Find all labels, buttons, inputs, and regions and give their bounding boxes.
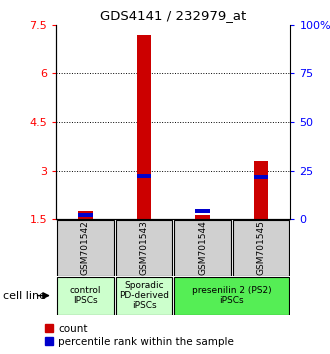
FancyBboxPatch shape: [175, 220, 231, 275]
Bar: [137, 174, 151, 178]
Text: GSM701544: GSM701544: [198, 221, 207, 275]
FancyBboxPatch shape: [175, 276, 289, 315]
Bar: [78, 211, 93, 219]
FancyBboxPatch shape: [116, 220, 172, 275]
FancyBboxPatch shape: [57, 276, 114, 315]
Text: GSM701542: GSM701542: [81, 221, 90, 275]
Text: cell line: cell line: [3, 291, 46, 301]
Text: GSM701543: GSM701543: [140, 220, 148, 275]
FancyBboxPatch shape: [116, 276, 172, 315]
Text: Sporadic
PD-derived
iPSCs: Sporadic PD-derived iPSCs: [119, 281, 169, 310]
Bar: [195, 210, 210, 213]
Bar: [137, 34, 151, 219]
Bar: [78, 213, 93, 217]
Bar: [254, 175, 268, 179]
Legend: count, percentile rank within the sample: count, percentile rank within the sample: [45, 324, 234, 347]
Bar: [195, 215, 210, 219]
FancyBboxPatch shape: [233, 220, 289, 275]
Bar: [254, 161, 268, 219]
Text: GSM701545: GSM701545: [257, 220, 266, 275]
Text: presenilin 2 (PS2)
iPSCs: presenilin 2 (PS2) iPSCs: [192, 286, 272, 305]
Text: control
IPSCs: control IPSCs: [70, 286, 101, 305]
FancyBboxPatch shape: [57, 220, 114, 275]
Title: GDS4141 / 232979_at: GDS4141 / 232979_at: [100, 9, 247, 22]
